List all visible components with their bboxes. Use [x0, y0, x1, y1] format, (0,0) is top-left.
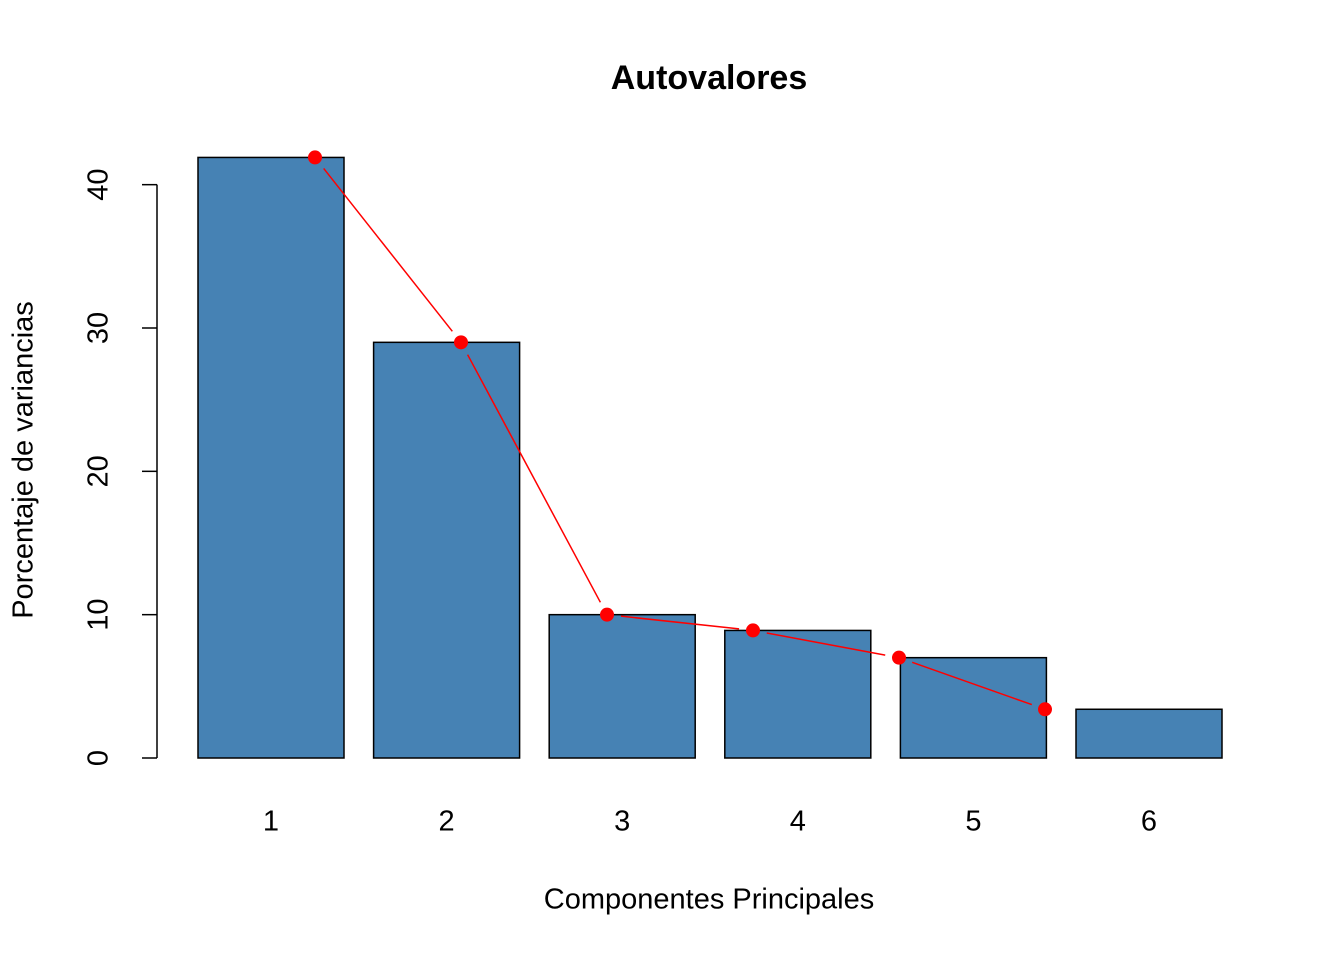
- line-point: [746, 623, 760, 638]
- x-tick-label: 6: [1141, 806, 1157, 838]
- y-tick-label: 40: [83, 169, 115, 201]
- line-point: [892, 650, 906, 665]
- x-tick-label: 3: [614, 806, 630, 838]
- bar: [899, 656, 1048, 759]
- x-tick-label: 2: [439, 806, 455, 838]
- x-axis-label: Componentes Principales: [544, 884, 874, 916]
- x-tick-label: 5: [965, 806, 981, 838]
- x-tick-label: 4: [790, 806, 806, 838]
- line-segment: [620, 615, 740, 630]
- line-segment: [766, 632, 886, 656]
- y-tick-label: 20: [83, 455, 115, 487]
- line-point: [308, 150, 322, 165]
- chart-title: Autovalores: [611, 59, 808, 97]
- bar: [372, 341, 521, 759]
- bar: [724, 629, 872, 759]
- line-point: [1038, 702, 1052, 717]
- y-tick-label: 0: [83, 750, 115, 766]
- bar: [1075, 708, 1223, 759]
- line-segment: [466, 354, 602, 603]
- line-segment: [911, 661, 1033, 706]
- x-tick-label: 1: [263, 806, 279, 838]
- bar: [548, 613, 696, 759]
- bar: [197, 156, 345, 759]
- line-point: [454, 335, 468, 350]
- line-point: [600, 607, 614, 622]
- line-segment: [323, 167, 453, 332]
- y-tick-label: 10: [83, 599, 115, 631]
- y-axis-label: Porcentaje de variancias: [8, 301, 40, 619]
- y-tick-label: 30: [83, 312, 115, 344]
